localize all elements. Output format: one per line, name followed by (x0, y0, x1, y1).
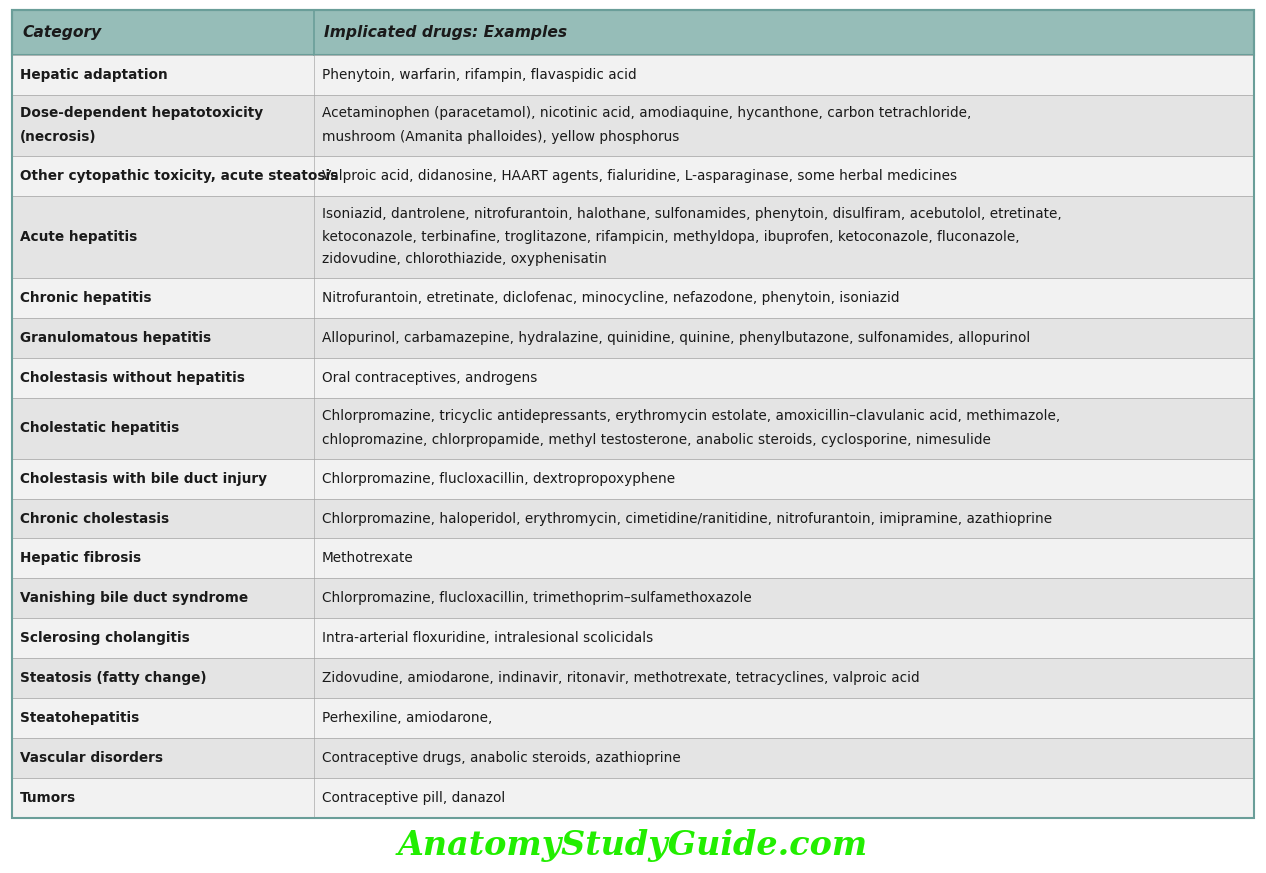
Bar (11, 155, 1255, 196)
Text: AnatomyStudyGuide.com: AnatomyStudyGuide.com (398, 829, 868, 862)
Text: mushroom (Amanita phalloides), yellow phosphorus: mushroom (Amanita phalloides), yellow ph… (322, 130, 679, 144)
Bar (11, 55, 1255, 94)
Text: Methotrexate: Methotrexate (322, 552, 414, 566)
Text: Contraceptive drugs, anabolic steroids, azathioprine: Contraceptive drugs, anabolic steroids, … (322, 751, 681, 765)
Bar (11, 618, 1255, 658)
Text: Cholestatic hepatitis: Cholestatic hepatitis (20, 421, 180, 435)
Bar (11, 658, 1255, 698)
Text: Valproic acid, didanosine, HAART agents, fialuridine, L-asparaginase, some herba: Valproic acid, didanosine, HAART agents,… (322, 168, 957, 182)
Bar (11, 739, 1255, 778)
Text: Perhexiline, amiodarone,: Perhexiline, amiodarone, (322, 711, 492, 725)
Text: Chlorpromazine, flucloxacillin, trimethoprim–sulfamethoxazole: Chlorpromazine, flucloxacillin, trimetho… (322, 591, 752, 605)
Text: Intra-arterial floxuridine, intralesional scolicidals: Intra-arterial floxuridine, intralesiona… (322, 631, 653, 645)
Text: zidovudine, chlorothiazide, oxyphenisatin: zidovudine, chlorothiazide, oxyphenisati… (322, 252, 606, 266)
Text: Hepatic fibrosis: Hepatic fibrosis (20, 552, 141, 566)
Bar (11, 579, 1255, 618)
Text: Other cytopathic toxicity, acute steatosis: Other cytopathic toxicity, acute steatos… (20, 168, 338, 182)
Text: Chronic hepatitis: Chronic hepatitis (20, 291, 152, 305)
Text: Acute hepatitis: Acute hepatitis (20, 230, 137, 244)
Text: Chlorpromazine, tricyclic antidepressants, erythromycin estolate, amoxicillin–cl: Chlorpromazine, tricyclic antidepressant… (322, 409, 1060, 423)
Bar (11, 498, 1255, 539)
Text: Acetaminophen (paracetamol), nicotinic acid, amodiaquine, hycanthone, carbon tet: Acetaminophen (paracetamol), nicotinic a… (322, 107, 971, 120)
Text: Category: Category (22, 24, 101, 40)
Bar (11, 10, 1255, 55)
Text: Cholestasis without hepatitis: Cholestasis without hepatitis (20, 371, 244, 385)
Text: Dose-dependent hepatotoxicity: Dose-dependent hepatotoxicity (20, 107, 263, 120)
Text: Isoniazid, dantrolene, nitrofurantoin, halothane, sulfonamides, phenytoin, disul: Isoniazid, dantrolene, nitrofurantoin, h… (322, 207, 1062, 221)
Text: Allopurinol, carbamazepine, hydralazine, quinidine, quinine, phenylbutazone, sul: Allopurinol, carbamazepine, hydralazine,… (322, 331, 1031, 345)
Bar (11, 698, 1255, 739)
Text: Tumors: Tumors (20, 791, 76, 805)
Bar (11, 196, 1255, 278)
Text: Steatohepatitis: Steatohepatitis (20, 711, 139, 725)
Text: ketoconazole, terbinafine, troglitazone, rifampicin, methyldopa, ibuprofen, keto: ketoconazole, terbinafine, troglitazone,… (322, 230, 1019, 244)
Text: Nitrofurantoin, etretinate, diclofenac, minocycline, nefazodone, phenytoin, ison: Nitrofurantoin, etretinate, diclofenac, … (322, 291, 899, 305)
Text: chlopromazine, chlorpropamide, methyl testosterone, anabolic steroids, cyclospor: chlopromazine, chlorpropamide, methyl te… (322, 433, 991, 447)
Bar (11, 397, 1255, 458)
Text: Chlorpromazine, haloperidol, erythromycin, cimetidine/ranitidine, nitrofurantoin: Chlorpromazine, haloperidol, erythromyci… (322, 512, 1052, 526)
Text: Vanishing bile duct syndrome: Vanishing bile duct syndrome (20, 591, 248, 605)
Bar (11, 278, 1255, 318)
Text: Hepatic adaptation: Hepatic adaptation (20, 67, 168, 81)
Text: Chlorpromazine, flucloxacillin, dextropropoxyphene: Chlorpromazine, flucloxacillin, dextropr… (322, 471, 675, 485)
Text: Cholestasis with bile duct injury: Cholestasis with bile duct injury (20, 471, 267, 485)
Text: Granulomatous hepatitis: Granulomatous hepatitis (20, 331, 211, 345)
Text: Implicated drugs: Examples: Implicated drugs: Examples (324, 24, 567, 40)
Bar (11, 778, 1255, 818)
Text: Oral contraceptives, androgens: Oral contraceptives, androgens (322, 371, 537, 385)
Text: (necrosis): (necrosis) (20, 130, 96, 144)
Text: Zidovudine, amiodarone, indinavir, ritonavir, methotrexate, tetracyclines, valpr: Zidovudine, amiodarone, indinavir, riton… (322, 671, 919, 685)
Bar (11, 94, 1255, 155)
Text: Phenytoin, warfarin, rifampin, flavaspidic acid: Phenytoin, warfarin, rifampin, flavaspid… (322, 67, 637, 81)
Text: Steatosis (fatty change): Steatosis (fatty change) (20, 671, 206, 685)
Text: Vascular disorders: Vascular disorders (20, 751, 163, 765)
Bar (11, 318, 1255, 358)
Bar (11, 358, 1255, 397)
Text: Chronic cholestasis: Chronic cholestasis (20, 512, 170, 526)
Bar (11, 458, 1255, 498)
Bar (11, 539, 1255, 579)
Text: Sclerosing cholangitis: Sclerosing cholangitis (20, 631, 190, 645)
Text: Contraceptive pill, danazol: Contraceptive pill, danazol (322, 791, 505, 805)
